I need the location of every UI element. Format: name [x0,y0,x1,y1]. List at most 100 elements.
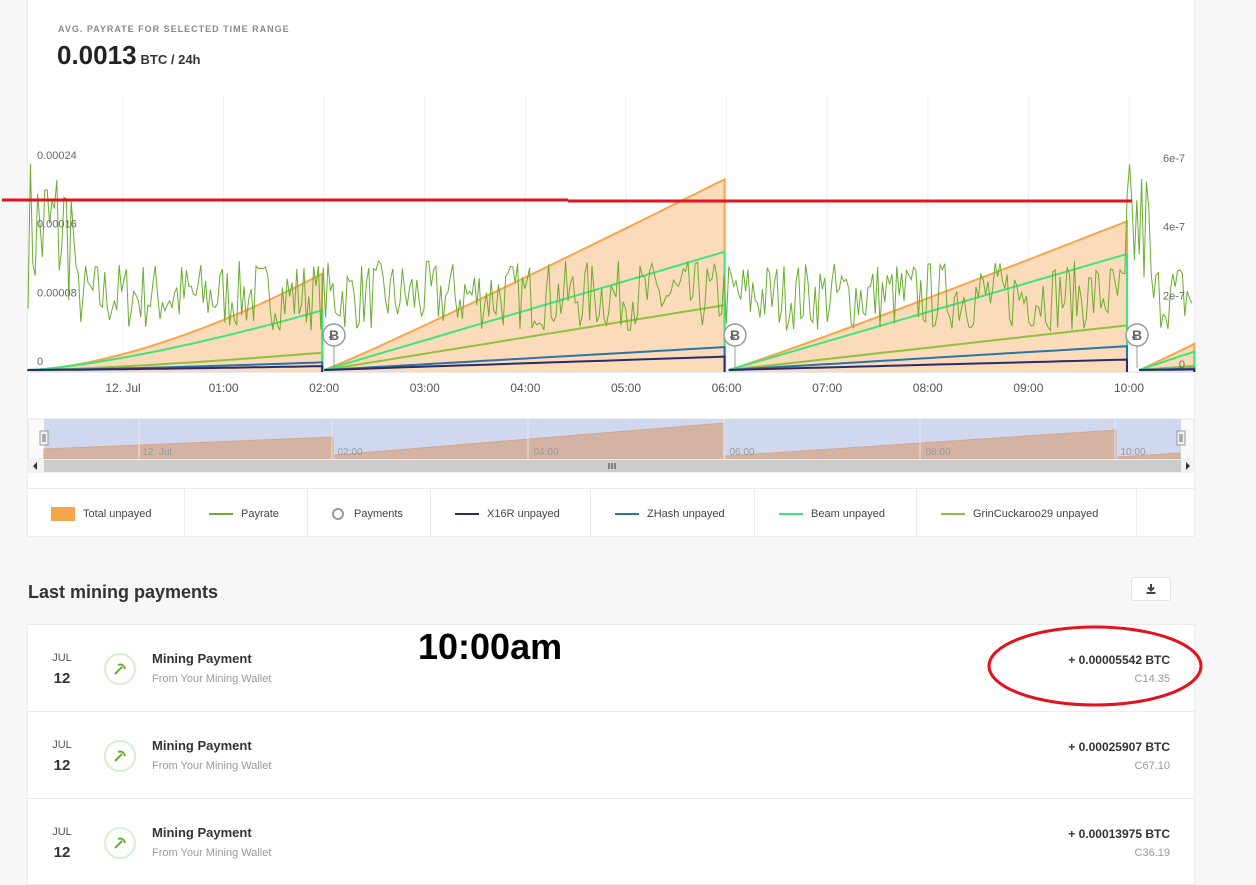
legend-item[interactable]: X16R unpayed [431,489,591,538]
payment-subtitle: From Your Mining Wallet [152,847,272,859]
payrate-chart[interactable]: 0 0.00008 0.00016 0.00024 0 2e-7 4e-7 6e-7 12.… [0,0,1256,480]
navigator-tick: 12. Jul [142,447,171,458]
y-axis-right-tick: 6e-7 [1163,153,1185,165]
grincuckaroo29-line [324,303,726,373]
payment-title: Mining Payment [152,738,252,753]
payment-month: JUL [52,826,72,838]
payment-month: JUL [52,652,72,664]
navigator-handle[interactable] [39,430,49,446]
navigator-tick: 06:00 [729,447,754,458]
avg-payrate-label: AVG. PAYRATE FOR SELECTED TIME RANGE [58,24,290,34]
payment-fiat-value: C14.35 [1134,673,1170,685]
legend-label: GrinCuckaroo29 unpayed [973,507,1099,520]
x16r-unpayed-line [27,365,324,373]
legend-label: Total unpayed [83,507,152,520]
beam-unpayed-line [1138,350,1196,373]
download-button[interactable] [1131,577,1171,601]
navigator-handle[interactable] [1176,430,1186,446]
beam-unpayed-line [27,308,324,373]
mining-pickaxe-icon [104,827,136,859]
legend-item[interactable]: GrinCuckaroo29 unpayed [917,489,1137,538]
navigator-tick: 10:00 [1120,447,1145,458]
bitcoin-icon: Ƀ [329,327,339,343]
scrollbar-grip-icon [608,463,616,469]
total-unpayed-area [324,179,725,372]
chart-legend: Total unpayed Payrate Payments X16R unpayed… [27,488,1195,538]
annotation-time-label: 10:00am [418,626,563,667]
x-axis-tick: 08:00 [913,381,943,395]
x16r-unpayed-line [324,355,726,373]
x-axis-tick: 02:00 [309,381,339,395]
legend-swatch-box [51,506,75,521]
legend-swatch-line [209,512,233,515]
legend-label: Beam unpayed [811,507,885,520]
payment-row[interactable]: JUL 12 Mining Payment From Your Mining Wall… [27,624,1195,711]
total-unpayed-line [323,177,726,373]
x-axis-tick: 01:00 [209,381,239,395]
zhash-unpayed-line [728,345,1129,373]
bitcoin-icon: Ƀ [730,327,740,343]
y-axis-left-tick: 0 [37,356,43,368]
x16r-unpayed-line [728,358,1129,373]
mining-pickaxe-icon [104,740,136,772]
bitcoin-icon: Ƀ [1132,327,1142,343]
scroll-left-arrow-icon[interactable] [33,462,37,470]
payment-title: Mining Payment [152,651,252,666]
payment-day: 12 [53,670,71,687]
x-axis-tick: 07:00 [812,381,842,395]
navigator-tick: 04:00 [533,447,558,458]
x-axis-tick: 06:00 [712,381,742,395]
total-unpayed-line [728,219,1129,373]
payment-marker[interactable]: Ƀ [322,323,346,368]
legend-item[interactable]: Payrate [185,489,308,538]
avg-payrate-value: 0.0013 BTC / 24h [57,40,201,71]
legend-label: Payrate [241,507,279,520]
payments-list: JUL 12 Mining Payment From Your Mining Wall… [27,624,1195,885]
legend-swatch-line [779,512,803,515]
payment-marker[interactable]: Ƀ [1125,323,1149,368]
total-unpayed-area [27,273,323,372]
total-unpayed-area [728,221,1127,372]
legend-swatch-line [941,512,965,515]
x-axis-tick: 04:00 [510,381,540,395]
payment-day: 12 [53,844,71,861]
x-axis-tick: 10:00 [1114,381,1144,395]
legend-label: X16R unpayed [487,507,560,520]
payment-day: 12 [53,757,71,774]
navigator-tick: 02:00 [337,447,362,458]
x-axis-tick: 09:00 [1013,381,1043,395]
scroll-right-arrow-icon[interactable] [1186,462,1190,470]
y-axis-right-tick: 4e-7 [1163,222,1185,234]
mining-pickaxe-icon [104,653,136,685]
zhash-unpayed-line [324,346,726,373]
legend-label: Payments [354,507,403,520]
payrate-line [27,163,1193,333]
y-axis-right-tick: 2e-7 [1163,290,1185,302]
navigator-tick: 08:00 [925,447,950,458]
legend-swatch-line [615,512,639,515]
y-axis-left-tick: 0.00024 [37,150,77,162]
payment-month: JUL [52,739,72,751]
payment-row[interactable]: JUL 12 Mining Payment From Your Mining Wall… [27,798,1195,885]
legend-item[interactable]: Payments [308,489,431,538]
payment-amount: + 0.00013975 BTC [1068,827,1170,841]
payment-fiat-value: C67.10 [1134,760,1170,772]
x16r-unpayed-line [1139,368,1196,373]
x-axis-tick: 05:00 [611,381,641,395]
legend-swatch-line [455,512,479,515]
payment-title: Mining Payment [152,825,252,840]
payment-marker[interactable]: Ƀ [723,323,747,368]
legend-item[interactable]: Total unpayed [27,489,185,538]
y-axis-left-tick: 0.00008 [37,287,77,299]
legend-item[interactable]: ZHash unpayed [591,489,755,538]
download-icon [1146,584,1156,594]
payment-fiat-value: C36.19 [1134,847,1170,859]
y-axis-left-tick: 0.00016 [37,219,77,231]
legend-circle-icon [332,507,344,520]
grincuckaroo29-line [728,324,1129,373]
legend-item[interactable]: Beam unpayed [755,489,917,538]
y-axis-right-tick: 0 [1179,359,1185,371]
payment-row[interactable]: JUL 12 Mining Payment From Your Mining Wall… [27,711,1195,798]
payment-subtitle: From Your Mining Wallet [152,673,272,685]
payments-section-title: Last mining payments [28,582,219,602]
